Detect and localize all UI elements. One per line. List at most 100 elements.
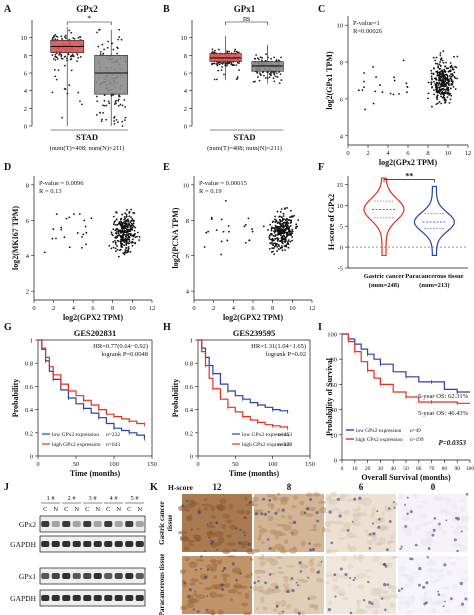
data-point — [127, 234, 130, 237]
data-point — [450, 75, 453, 78]
nucleus — [186, 499, 189, 503]
y-axis-label: Probability — [11, 379, 20, 418]
tissue-texture — [338, 510, 344, 514]
data-point — [286, 217, 288, 220]
data-point — [60, 53, 62, 56]
nucleus — [206, 595, 209, 597]
tissue-texture — [335, 520, 344, 525]
data-point — [222, 230, 225, 233]
data-point — [357, 89, 360, 92]
tissue-texture — [424, 520, 433, 525]
nucleus — [297, 584, 300, 587]
nucleus — [409, 510, 413, 514]
data-point — [406, 86, 409, 89]
data-point — [70, 31, 73, 34]
data-point — [274, 218, 276, 221]
nucleus — [465, 492, 469, 496]
data-point — [210, 218, 213, 220]
data-point — [132, 241, 134, 244]
nucleus — [338, 514, 342, 518]
data-point — [440, 95, 443, 98]
data-point — [273, 71, 276, 74]
nucleus — [316, 571, 319, 574]
tissue-texture — [403, 504, 407, 509]
tissue-texture — [426, 568, 435, 571]
data-point — [281, 222, 284, 225]
nucleus — [262, 497, 266, 501]
nucleus — [327, 607, 332, 612]
data-point — [448, 75, 451, 77]
blot-band — [72, 573, 81, 579]
nucleus — [275, 585, 279, 589]
data-point — [449, 62, 452, 64]
data-point — [436, 94, 439, 97]
data-point — [65, 37, 67, 40]
data-point — [124, 217, 126, 220]
data-point — [121, 120, 124, 123]
blot-band — [51, 521, 60, 527]
tissue-texture — [348, 583, 352, 587]
chart-title: GPx2 — [76, 4, 98, 14]
tissue-texture — [204, 586, 213, 591]
tissue-texture — [187, 539, 195, 544]
data-point — [131, 218, 134, 220]
tissue-texture — [343, 509, 350, 516]
nucleus — [220, 583, 224, 587]
tissue-texture — [246, 510, 250, 515]
data-point — [276, 243, 278, 245]
data-point — [430, 72, 433, 75]
nucleus — [208, 536, 211, 539]
data-point — [231, 64, 234, 67]
tissue-texture — [429, 575, 434, 579]
nucleus — [238, 541, 242, 545]
data-point — [124, 106, 127, 108]
tissue-texture — [282, 575, 290, 579]
data-point — [116, 230, 118, 233]
data-point — [103, 94, 106, 97]
data-point — [129, 232, 132, 235]
nucleus — [358, 496, 362, 500]
plot-frame — [37, 339, 153, 457]
data-point — [121, 246, 124, 248]
data-point — [115, 211, 117, 213]
data-point — [439, 52, 442, 54]
data-point — [110, 233, 113, 236]
x-axis-label: Overall Survival (months) — [361, 473, 451, 482]
data-point — [270, 229, 273, 232]
data-point — [446, 93, 449, 95]
data-point — [97, 45, 100, 48]
data-point — [130, 234, 133, 237]
data-point — [84, 225, 87, 228]
tissue-texture — [403, 583, 411, 587]
panel-letter-b: B — [163, 4, 170, 15]
data-point — [286, 224, 289, 227]
nucleus — [404, 503, 406, 506]
data-point — [286, 233, 289, 236]
data-point — [444, 80, 447, 82]
data-point — [450, 83, 453, 86]
data-point — [450, 80, 453, 83]
data-point — [110, 247, 113, 250]
chart-title: GES202831 — [74, 328, 117, 338]
data-point — [101, 43, 104, 46]
data-point — [436, 62, 439, 65]
data-point — [272, 244, 275, 247]
data-point — [261, 71, 264, 74]
data-point — [54, 53, 57, 56]
tissue-texture — [236, 509, 246, 515]
x-tick-label: 30 — [378, 466, 384, 472]
tissue-texture — [283, 577, 288, 583]
p-value-label: P-value=1 — [353, 20, 380, 27]
nucleus — [385, 548, 389, 552]
data-point — [115, 102, 117, 105]
data-point — [279, 247, 282, 250]
data-point — [274, 235, 276, 238]
x-tick-label: 12 — [309, 305, 316, 312]
legend-label: low GPx2 expression — [356, 428, 402, 434]
tissue-texture — [330, 491, 337, 497]
significance-label: ** — [405, 171, 413, 180]
plot-frame — [197, 339, 311, 457]
tissue-texture — [190, 578, 199, 583]
data-point — [226, 62, 229, 65]
data-point — [130, 220, 132, 222]
